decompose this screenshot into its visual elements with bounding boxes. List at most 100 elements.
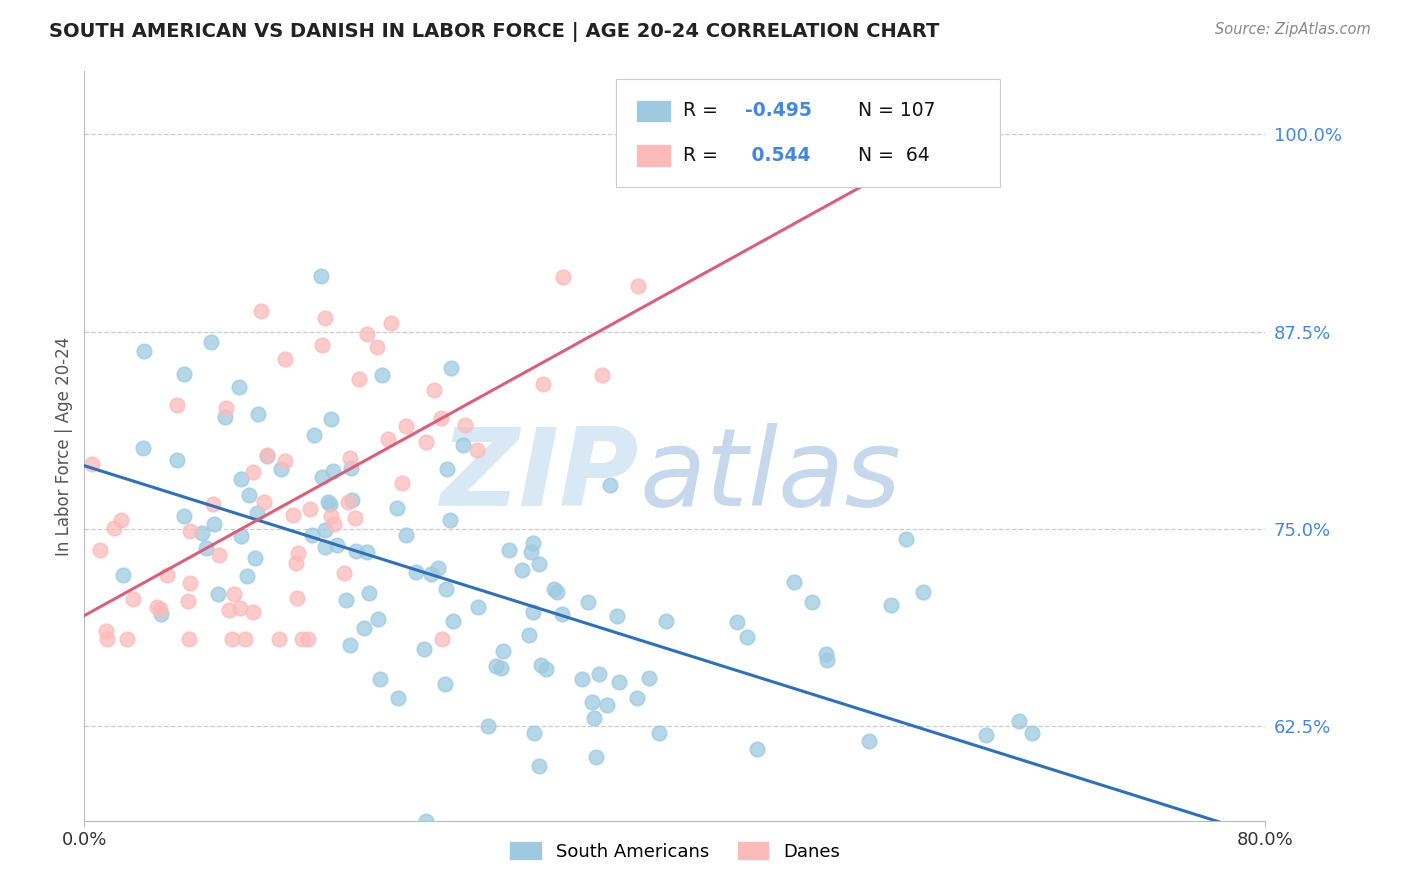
Point [335, 593, 357, 607]
Point [395, 418, 418, 433]
Point [229, 472, 252, 486]
Point [202, 517, 225, 532]
Point [368, 672, 391, 686]
Point [242, 465, 264, 479]
Point [311, 469, 333, 483]
Point [166, 453, 188, 467]
Point [370, 368, 392, 382]
Point [477, 719, 499, 733]
Point [235, 632, 257, 647]
Point [976, 728, 998, 742]
Point [536, 662, 558, 676]
Point [1021, 725, 1043, 739]
Point [880, 598, 903, 612]
FancyBboxPatch shape [636, 100, 671, 122]
Text: ZIP: ZIP [441, 423, 640, 529]
Point [273, 454, 295, 468]
Point [301, 527, 323, 541]
Point [242, 605, 264, 619]
Point [356, 545, 378, 559]
Point [745, 742, 768, 756]
Point [439, 513, 461, 527]
Point [249, 304, 271, 318]
Point [366, 340, 388, 354]
Point [166, 399, 188, 413]
Point [591, 368, 613, 382]
Point [311, 269, 333, 284]
Point [337, 494, 360, 508]
Point [426, 561, 449, 575]
Point [531, 376, 554, 391]
Point [314, 524, 336, 538]
Point [377, 432, 399, 446]
Text: R =: R = [683, 102, 724, 120]
Point [491, 661, 513, 675]
Point [207, 587, 229, 601]
Point [896, 532, 918, 546]
Point [385, 500, 408, 515]
Legend: South Americans, Danes: South Americans, Danes [502, 834, 848, 868]
Point [287, 546, 309, 560]
Point [342, 492, 364, 507]
Point [517, 628, 540, 642]
Point [436, 462, 458, 476]
Point [214, 410, 236, 425]
Point [510, 563, 533, 577]
Point [246, 408, 269, 422]
Point [314, 310, 336, 325]
Point [314, 540, 336, 554]
Point [520, 545, 543, 559]
Point [339, 461, 361, 475]
Point [343, 510, 366, 524]
Point [522, 536, 544, 550]
Point [245, 551, 267, 566]
Point [582, 711, 605, 725]
Point [246, 506, 269, 520]
FancyBboxPatch shape [636, 145, 671, 167]
Point [423, 383, 446, 397]
Point [319, 497, 342, 511]
Point [430, 632, 453, 647]
Point [326, 538, 349, 552]
Point [103, 520, 125, 534]
Point [430, 410, 453, 425]
Point [347, 372, 370, 386]
Point [122, 592, 145, 607]
Point [527, 557, 550, 571]
Point [195, 541, 218, 555]
Point [529, 658, 551, 673]
Point [291, 632, 314, 646]
Point [1008, 714, 1031, 728]
Point [176, 594, 198, 608]
Text: Source: ZipAtlas.com: Source: ZipAtlas.com [1215, 22, 1371, 37]
Point [606, 609, 628, 624]
Point [274, 352, 297, 367]
Point [815, 647, 838, 661]
Point [395, 528, 418, 542]
Point [588, 666, 610, 681]
Point [607, 674, 630, 689]
Point [132, 441, 155, 455]
Point [111, 568, 134, 582]
Point [595, 698, 617, 712]
Point [201, 497, 224, 511]
Point [571, 673, 593, 687]
Point [626, 691, 648, 706]
Text: SOUTH AMERICAN VS DANISH IN LABOR FORCE | AGE 20-24 CORRELATION CHART: SOUTH AMERICAN VS DANISH IN LABOR FORCE … [49, 22, 939, 42]
Point [191, 525, 214, 540]
Point [89, 542, 111, 557]
Point [256, 448, 278, 462]
Point [415, 435, 437, 450]
Point [434, 677, 457, 691]
Point [627, 279, 650, 293]
Point [415, 814, 437, 828]
Point [96, 624, 118, 638]
Point [638, 671, 661, 685]
Point [576, 595, 599, 609]
Point [551, 269, 574, 284]
Point [585, 750, 607, 764]
Point [297, 632, 319, 647]
Point [110, 513, 132, 527]
Point [492, 643, 515, 657]
Point [332, 566, 354, 581]
